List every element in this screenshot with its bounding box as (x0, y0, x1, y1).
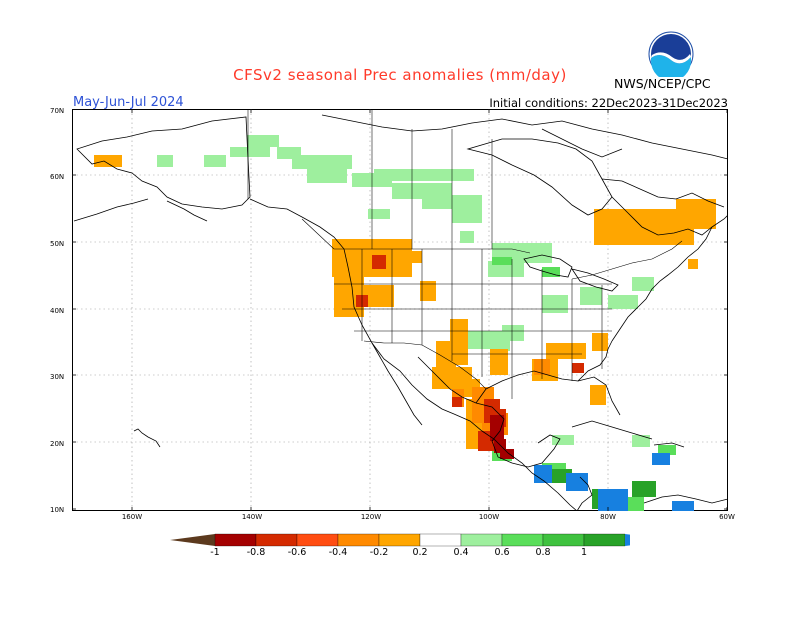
coastlines (73, 114, 728, 511)
anomaly-cell (230, 147, 270, 157)
colorbar-label: 1 (580, 547, 588, 558)
colorbar-label: 0.4 (453, 547, 469, 558)
colorbar-label: 0.8 (535, 547, 551, 558)
anomaly-cell (436, 341, 456, 367)
anomaly-cell (402, 251, 422, 263)
anomaly-cell (502, 325, 524, 341)
anomaly-cell (247, 135, 279, 147)
lon-label-140w: 140W (241, 513, 263, 521)
colorbar-segment (460, 533, 503, 547)
gridlines (72, 109, 728, 511)
lat-label-70n: 70N (50, 107, 65, 115)
anomaly-cell (452, 397, 462, 407)
anomaly-cell (620, 211, 670, 225)
colorbar-label: -0.6 (287, 547, 307, 558)
lon-label-120w: 120W (360, 513, 382, 521)
colorbar-segment (378, 533, 421, 547)
anomaly-cell (534, 465, 552, 483)
anomaly-cell (546, 343, 586, 359)
lat-label-10n: 10N (50, 506, 65, 514)
anomaly-cell (94, 155, 122, 167)
anomaly-cell (542, 267, 560, 277)
colorbar-label: -1 (210, 547, 220, 558)
lat-label-60n: 60N (50, 173, 65, 181)
anomaly-cell (372, 255, 386, 269)
anomaly-cell (598, 489, 628, 511)
agency-label: NWS/NCEP/CPC (614, 76, 711, 91)
colorbar-segment (583, 533, 626, 547)
colorbar-segment (214, 533, 257, 547)
anomaly-cell (292, 155, 352, 169)
lon-label-80w: 80W (600, 513, 616, 521)
anomaly-cell (608, 295, 638, 309)
lon-label-160w: 160W (121, 513, 143, 521)
colorbar-segment (419, 533, 462, 547)
anomaly-cell (460, 231, 474, 243)
colorbar-label: -0.2 (369, 547, 389, 558)
anomaly-cell (566, 473, 588, 491)
anomaly-cell (632, 481, 656, 497)
colorbar-segment (255, 533, 298, 547)
anomaly-cell (204, 155, 226, 167)
anomaly-cell (658, 445, 676, 455)
anomaly-cell (542, 463, 566, 473)
colorbar-label: 0.6 (494, 547, 510, 558)
anomaly-cell (490, 349, 508, 375)
anomaly-cell (552, 435, 574, 445)
anomaly-cell (307, 169, 347, 183)
colorbar-segment (542, 533, 585, 547)
colorbar-segment (501, 533, 544, 547)
lat-label-30n: 30N (50, 373, 65, 381)
anomaly-cells (94, 135, 716, 511)
anomaly-cell (500, 449, 514, 459)
colorbar-label: -0.4 (328, 547, 348, 558)
precip-anomaly-map (72, 109, 728, 511)
period-label: May-Jun-Jul 2024 (73, 95, 184, 110)
anomaly-cell (368, 209, 390, 219)
political-borders (247, 109, 683, 399)
anomaly-cell (632, 435, 650, 447)
axis-ticks (72, 109, 728, 511)
anomaly-cell (676, 199, 716, 229)
anomaly-cell (580, 287, 602, 305)
colorbar (170, 533, 630, 547)
initial-conditions-label: Initial conditions: 22Dec2023-31Dec2023 (489, 96, 728, 110)
colorbar-arrow-left (170, 534, 215, 546)
colorbar-arrow-right (625, 534, 630, 546)
anomaly-cell (688, 259, 698, 269)
anomaly-cell (452, 209, 482, 223)
anomaly-cell (490, 415, 504, 441)
anomaly-cell (590, 385, 606, 405)
anomaly-cell (157, 155, 173, 167)
anomaly-cell (632, 277, 654, 291)
lat-label-50n: 50N (50, 240, 65, 248)
anomaly-cell (572, 363, 584, 373)
lat-label-40n: 40N (50, 307, 65, 315)
colorbar-segment (337, 533, 380, 547)
anomaly-cell (420, 281, 436, 301)
colorbar-label: 0.2 (412, 547, 428, 558)
anomaly-cell (492, 257, 512, 265)
colorbar-label: -0.8 (246, 547, 266, 558)
anomaly-cell (542, 295, 568, 313)
lon-label-60w: 60W (719, 513, 735, 521)
anomaly-cell (490, 339, 510, 351)
anomaly-cell (672, 501, 694, 511)
anomaly-cell (592, 333, 608, 351)
anomaly-cell (652, 453, 670, 465)
lon-label-100w: 100W (478, 513, 500, 521)
noaa-logo (648, 31, 694, 77)
chart-title: CFSv2 seasonal Prec anomalies (mm/day) (233, 66, 567, 84)
lat-label-20n: 20N (50, 440, 65, 448)
anomaly-cell (374, 169, 474, 181)
colorbar-segment (296, 533, 339, 547)
